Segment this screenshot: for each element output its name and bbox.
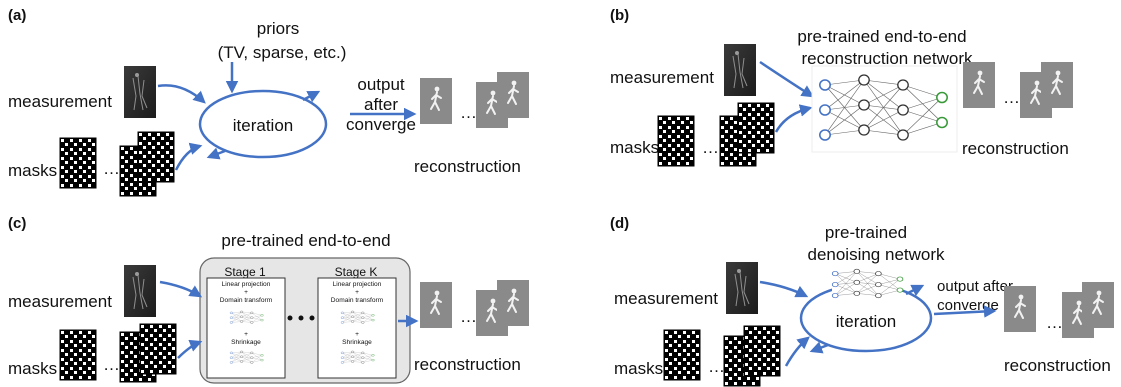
panel-c-masks-ellipsis: … (103, 355, 120, 374)
panel-d-output-line2: converge (937, 297, 999, 314)
panel-d-masks: masks (614, 359, 663, 378)
panel-b-recon-frame-3 (1040, 61, 1074, 109)
panel-b-measurement-image (723, 43, 757, 97)
panel-c-measurement: measurement (8, 292, 112, 311)
panel-a-masks-arrow (174, 142, 203, 171)
panel-a-loop-arrow-top (302, 90, 321, 103)
panel-c-measurement-arrow (159, 280, 203, 298)
panel-d-measurement: measurement (614, 289, 718, 308)
panel-d-output-arrow (933, 305, 997, 318)
panel-c-stage1-plus1: + (244, 289, 248, 296)
panel-d-recon-ellipsis: … (1046, 313, 1063, 332)
panel-d-iteration: iteration (836, 312, 896, 331)
panel-b-measurement-arrow (759, 60, 815, 98)
panel-c-measurement-image (123, 264, 157, 318)
panel-c-mask-stack-front (139, 323, 177, 375)
panel-a-recon-frame-3 (496, 71, 530, 119)
panel-a-measurement-arrow (157, 84, 206, 104)
panel-b-masks-arrow (774, 104, 813, 133)
panel-a-reconstruction: reconstruction (414, 157, 521, 176)
panel-b-title-line2: reconstruction network (801, 49, 973, 68)
panel-a-recon-ellipsis: … (460, 103, 477, 122)
panel-b-label: (b) (610, 7, 629, 24)
panel-c-stage1-domain: Domain transform (220, 297, 273, 304)
panel-d-loop-arrow-bottom (809, 341, 829, 354)
panel-c: (c) pre-trained end-to-end measurement m… (8, 215, 530, 384)
panel-d-mask-image (663, 329, 701, 381)
panel-c-stageK-plus1: + (355, 289, 359, 296)
panel-d-recon-frame-3 (1081, 281, 1115, 329)
panel-c-recon-ellipsis: … (460, 307, 477, 326)
panel-a-measurement-image (123, 65, 157, 119)
panel-a-mask-stack-front (137, 131, 175, 183)
panel-d-output-line1: output after (937, 278, 1013, 295)
panel-b: (b) pre-trained end-to-end reconstructio… (610, 7, 1074, 167)
panel-a-measurement: measurement (8, 92, 112, 111)
panel-d-reconstruction: reconstruction (1004, 356, 1111, 375)
panel-d: (d) pre-trained denoising network measur… (610, 215, 1115, 387)
panel-c-stage1-box (206, 277, 286, 379)
panel-c-reconstruction: reconstruction (414, 355, 521, 374)
panel-a-output-line1: output (357, 75, 405, 94)
panel-a-label: (a) (8, 7, 26, 24)
panel-a-priors-detail: (TV, sparse, etc.) (218, 43, 347, 62)
panel-c-stageK-title: Stage K (335, 265, 378, 279)
panel-a-priors: priors (257, 19, 300, 38)
panel-d-mask-stack-front (743, 325, 781, 377)
panel-c-stageK-plus2: + (355, 331, 359, 338)
panel-b-masks: masks (610, 138, 659, 157)
panel-b-mask-image (657, 115, 695, 167)
panel-d-recon-frame-1 (1003, 285, 1037, 333)
panel-a: (a) priors (TV, sparse, etc.) measuremen… (8, 7, 530, 197)
panel-c-title: pre-trained end-to-end (221, 231, 390, 250)
panel-c-recon-frame-1 (419, 281, 453, 329)
panel-c-mask-image (59, 329, 97, 381)
panel-b-recon-ellipsis: … (1003, 88, 1020, 107)
panel-a-output-line3: converge (346, 115, 416, 134)
panel-a-masks-ellipsis: … (103, 159, 120, 178)
panel-a-iteration: iteration (233, 116, 293, 135)
panel-d-label: (d) (610, 215, 629, 232)
panel-c-stage1-shrinkage: Shrinkage (231, 339, 261, 346)
panel-c-stageK-linear: Linear projection (333, 281, 382, 288)
panel-b-title-line1: pre-trained end-to-end (797, 27, 966, 46)
panel-b-mask-stack-front (737, 102, 775, 154)
panel-c-label: (c) (8, 215, 26, 232)
panel-a-loop-arrow-bottom (206, 147, 226, 160)
panel-b-masks-ellipsis: … (702, 138, 719, 157)
panel-c-stageK-shrinkage: Shrinkage (342, 339, 372, 346)
panel-c-masks: masks (8, 359, 57, 378)
panel-b-recon-frame-1 (962, 61, 996, 109)
panel-a-iteration-loop (198, 89, 328, 159)
panel-c-stage1-linear: Linear projection (222, 281, 271, 288)
panel-a-recon-frame-1 (419, 77, 453, 125)
panel-d-loop-arrow-top (905, 284, 925, 297)
panel-c-stageK-domain: Domain transform (331, 297, 384, 304)
panel-d-network-frame (832, 268, 902, 302)
panel-a-masks: masks (8, 161, 57, 180)
panel-d-title-line1: pre-trained (825, 223, 907, 242)
panel-d-title-line2: denoising network (807, 245, 945, 264)
panel-d-measurement-arrow (759, 280, 809, 298)
panel-c-masks-arrow (177, 339, 203, 359)
panel-a-mask-image (59, 137, 97, 189)
panel-d-masks-arrow (784, 336, 810, 367)
panel-c-stage-dots (287, 315, 315, 321)
panel-d-masks-ellipsis: … (708, 357, 725, 376)
panel-a-output-line2: after (364, 95, 398, 114)
panel-c-stageK-box (317, 277, 397, 379)
panel-b-measurement: measurement (610, 68, 714, 87)
panel-b-reconstruction: reconstruction (962, 139, 1069, 158)
panel-c-stage1-plus2: + (244, 331, 248, 338)
panel-d-measurement-image (725, 261, 759, 315)
panel-c-recon-frame-3 (496, 279, 530, 327)
panel-c-stage1-title: Stage 1 (224, 265, 266, 279)
